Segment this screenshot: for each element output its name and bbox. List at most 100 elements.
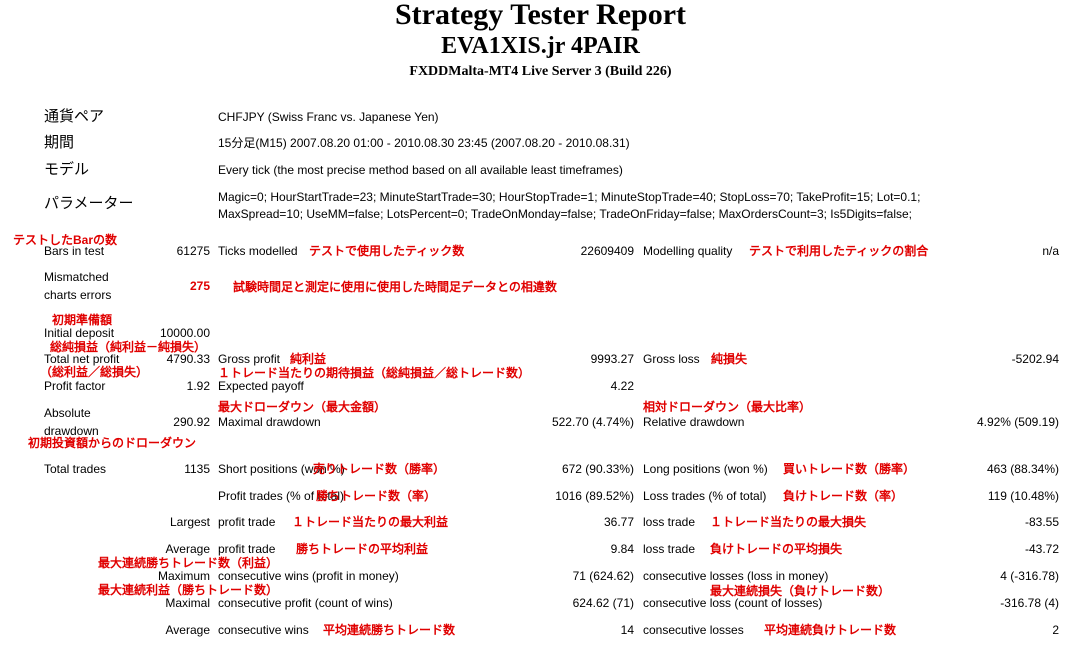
annotation-profit-factor: （総利益／総損失） — [40, 365, 149, 379]
annotation-long: 買いトレード数（勝率） — [783, 462, 916, 476]
max-dd-value: 522.70 (4.74%) — [551, 415, 634, 429]
largest-label: Largest — [169, 515, 210, 529]
loss-trades-value: 119 (10.48%) — [987, 489, 1059, 503]
avg-loss-label: loss trade — [643, 542, 696, 556]
mismatch-label-2: charts errors — [44, 288, 112, 302]
rel-dd-value: 4.92% (509.19) — [976, 415, 1059, 429]
annotation-short: 売りトレード数（勝率） — [313, 462, 446, 476]
max-dd-label: Maximal drawdown — [218, 415, 321, 429]
annotation-net: 総純損益（純利益－純損失） — [50, 340, 207, 354]
max-wins-label: consecutive wins (profit in money) — [218, 569, 399, 583]
gross-profit-value: 9993.27 — [590, 352, 634, 366]
short-label: Short positions (won %) — [218, 462, 345, 476]
annotation-bars: テストしたBarの数 — [13, 233, 118, 247]
annotation-mismatch: 試験時間足と測定に使用に使用した時間足データとの相違数 — [233, 280, 557, 294]
bars-value: 61275 — [176, 244, 210, 258]
expected-payoff-label: Expected payoff — [218, 379, 304, 393]
gross-profit-label: Gross profit — [218, 352, 281, 366]
params-label: パラメーター — [44, 195, 134, 212]
deposit-value: 10000.00 — [159, 326, 210, 340]
abs-dd-label-1: Absolute — [44, 406, 91, 420]
model-label: モデル — [44, 161, 90, 178]
annotation-max-wins: 最大連続勝ちトレード数（利益） — [98, 556, 279, 570]
long-value: 463 (88.34%) — [986, 462, 1059, 476]
abs-dd-label-2: drawdown — [44, 424, 99, 438]
avg-losses-label: consecutive losses — [643, 623, 744, 637]
annotation-payoff: １トレード当たりの期待損益（総純損益／総トレード数） — [218, 366, 531, 380]
avg-wins-value: 14 — [620, 623, 634, 637]
abs-dd-value: 290.92 — [173, 415, 210, 429]
avg-profit-value: 9.84 — [610, 542, 634, 556]
net-profit-value: 4790.33 — [166, 352, 210, 366]
annotation-maximal-loss: 最大連続損失（負けトレード数） — [710, 584, 891, 598]
max-losses-label: consecutive losses (loss in money) — [643, 569, 829, 583]
mismatch-value: 275 — [189, 279, 210, 293]
annotation-quality: テストで利用したティックの割合 — [749, 244, 929, 258]
period-value: 15分足(M15) 2007.08.20 01:00 - 2010.08.30 … — [218, 136, 630, 150]
annotation-avg-wins: 平均連続勝ちトレード数 — [323, 623, 456, 637]
annotation-largest-profit: １トレード当たりの最大利益 — [292, 515, 449, 529]
annotation-gross-loss: 純損失 — [711, 352, 748, 366]
model-value: Every tick (the most precise method base… — [218, 163, 623, 177]
long-label: Long positions (won %) — [643, 462, 768, 476]
maximum-label: Maximum — [157, 569, 210, 583]
annotation-largest-loss: １トレード当たりの最大損失 — [710, 515, 867, 529]
quality-value: n/a — [1042, 244, 1059, 258]
avg-wins-label: consecutive wins — [218, 623, 309, 637]
annotation-avg-loss: 負けトレードの平均損失 — [710, 542, 843, 556]
rel-dd-label: Relative drawdown — [643, 415, 745, 429]
largest-profit-label: profit trade — [218, 515, 276, 529]
total-trades-value: 1135 — [184, 462, 210, 476]
ticks-value: 22609409 — [580, 244, 634, 258]
max-wins-value: 71 (624.62) — [572, 569, 634, 583]
period-label: 期間 — [44, 134, 75, 151]
avg-profit-label: profit trade — [218, 542, 276, 556]
profit-factor-value: 1.92 — [186, 379, 210, 393]
maximal-profit-value: 624.62 (71) — [572, 596, 634, 610]
short-value: 672 (90.33%) — [561, 462, 634, 476]
total-trades-label: Total trades — [44, 462, 107, 476]
annotation-loss-trades: 負けトレード数（率） — [783, 489, 904, 503]
params-line-1: Magic=0; HourStartTrade=23; MinuteStartT… — [218, 190, 921, 204]
annotation-ticks: テストで使用したティック数 — [309, 244, 465, 258]
avg-losses-value: 2 — [1052, 623, 1059, 637]
annotation-max-dd: 最大ドローダウン（最大金額） — [218, 400, 387, 414]
gross-loss-label: Gross loss — [643, 352, 700, 366]
profit-trades-value: 1016 (89.52%) — [555, 489, 634, 503]
annotation-rel-dd: 相対ドローダウン（最大比率） — [643, 400, 812, 414]
profit-trades-label: Profit trades (% of total) — [218, 489, 345, 503]
server-name: FXDDMalta-MT4 Live Server 3 (Build 226) — [409, 64, 672, 79]
largest-loss-value: -83.55 — [1024, 515, 1059, 529]
annotation-avg-profit: 勝ちトレードの平均利益 — [296, 542, 429, 556]
profit-factor-label: Profit factor — [44, 379, 106, 393]
expert-name: EVA1XIS.jr 4PAIR — [441, 33, 640, 59]
maximal-loss-label: consecutive loss (count of losses) — [643, 596, 823, 610]
bars-label: Bars in test — [44, 244, 105, 258]
symbol-label: 通貨ペア — [44, 108, 105, 125]
quality-label: Modelling quality — [643, 244, 733, 258]
largest-profit-value: 36.77 — [603, 515, 634, 529]
annotation-maximal-profit: 最大連続利益（勝ちトレード数） — [98, 583, 279, 597]
max-losses-value: 4 (-316.78) — [1000, 569, 1059, 583]
annotation-profit-trades: 勝ちトレード数（率） — [316, 489, 437, 503]
report-title: Strategy Tester Report — [394, 0, 687, 31]
maximal-label: Maximal — [165, 596, 210, 610]
largest-loss-label: loss trade — [643, 515, 696, 529]
maximal-loss-value: -316.78 (4) — [1000, 596, 1059, 610]
ticks-label: Ticks modelled — [218, 244, 298, 258]
deposit-label: Initial deposit — [44, 326, 115, 340]
average2-label: Average — [165, 623, 210, 637]
annotation-abs-dd: 初期投資額からのドローダウン — [28, 436, 197, 450]
average-label: Average — [165, 542, 210, 556]
params-line-2: MaxSpread=10; UseMM=false; LotsPercent=0… — [218, 207, 913, 221]
avg-loss-value: -43.72 — [1024, 542, 1059, 556]
loss-trades-label: Loss trades (% of total) — [643, 489, 767, 503]
net-profit-label: Total net profit — [44, 352, 120, 366]
mismatch-label-1: Mismatched — [44, 270, 109, 284]
gross-loss-value: -5202.94 — [1011, 352, 1059, 366]
symbol-value: CHFJPY (Swiss Franc vs. Japanese Yen) — [218, 110, 439, 124]
annotation-deposit: 初期準備額 — [52, 313, 113, 327]
annotation-avg-losses: 平均連続負けトレード数 — [764, 623, 897, 637]
maximal-profit-label: consecutive profit (count of wins) — [218, 596, 393, 610]
annotation-gross-profit: 純利益 — [290, 352, 327, 366]
